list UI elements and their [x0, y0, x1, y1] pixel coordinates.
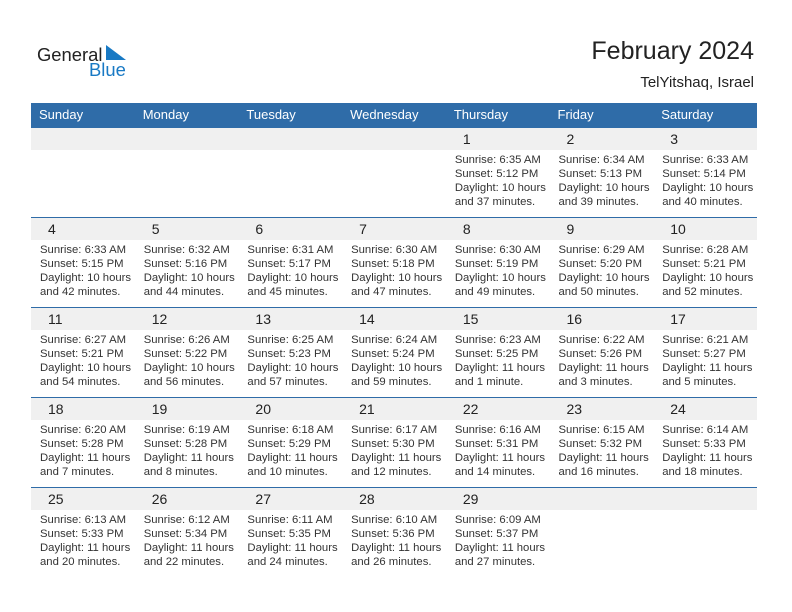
- svg-text:Blue: Blue: [89, 59, 126, 80]
